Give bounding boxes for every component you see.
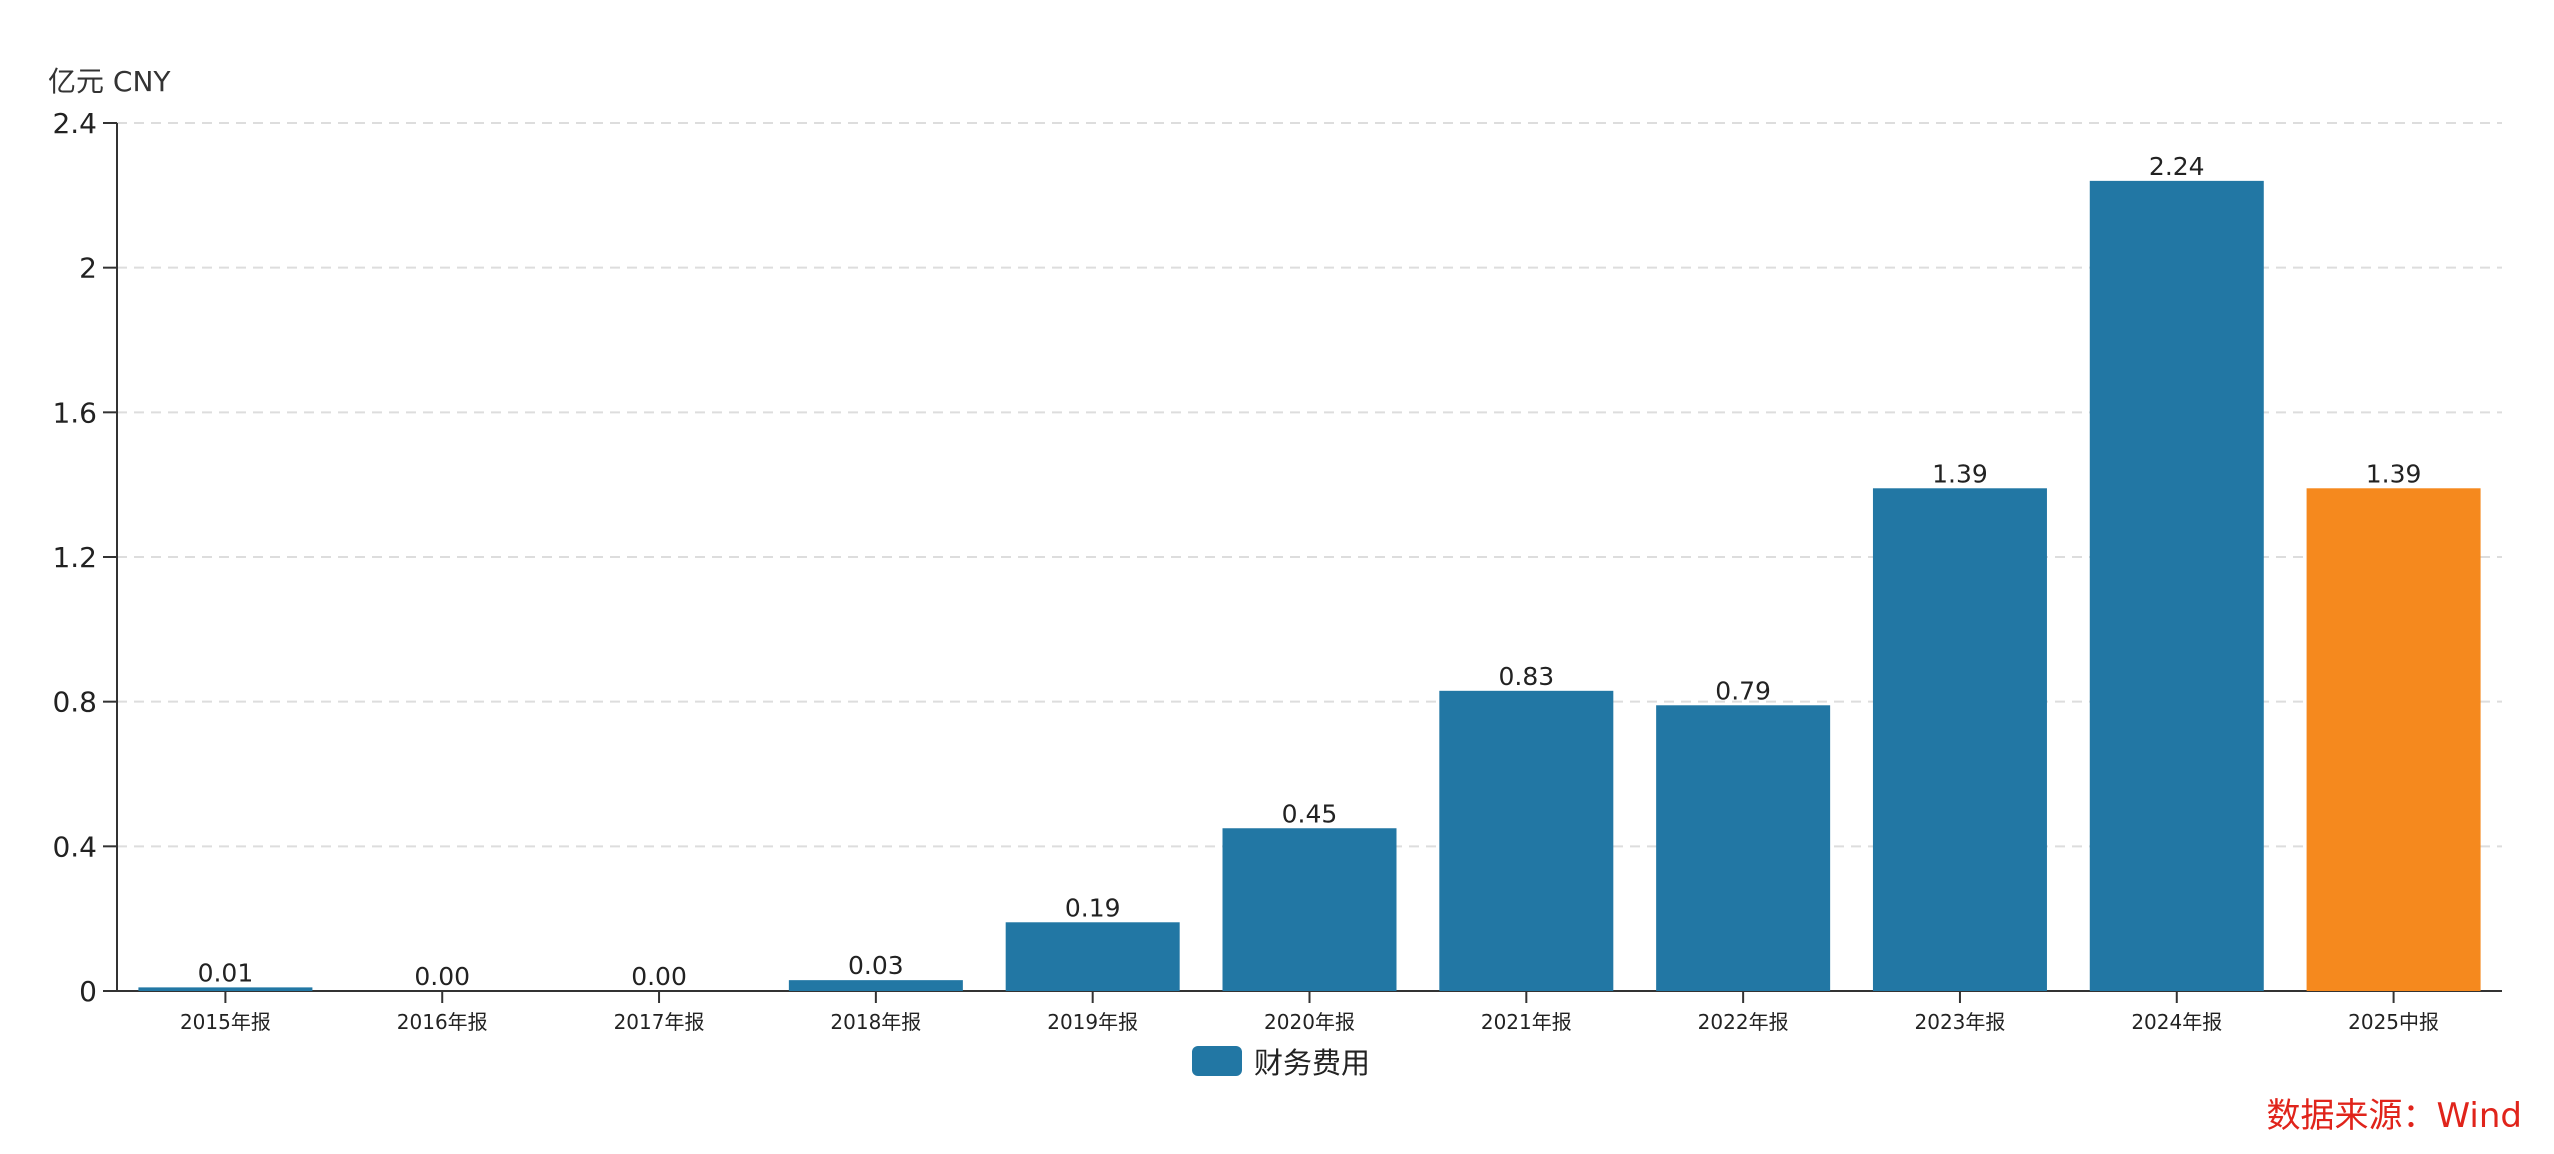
bar-value-label: 1.39 bbox=[1932, 459, 1988, 488]
y-tick-label: 2 bbox=[79, 252, 97, 285]
y-tick-label: 0 bbox=[79, 975, 97, 1008]
bar-value-label: 0.00 bbox=[631, 962, 687, 991]
legend: 财务费用 bbox=[1192, 1040, 1370, 1082]
y-tick-label: 0.4 bbox=[52, 830, 97, 863]
bar-value-label: 0.45 bbox=[1282, 799, 1338, 828]
y-tick-label: 2.4 bbox=[52, 107, 97, 140]
x-tick-label: 2022年报 bbox=[1698, 1010, 1789, 1034]
bar-value-label: 2.24 bbox=[2149, 152, 2205, 181]
bar bbox=[2306, 488, 2481, 991]
y-tick-label: 1.2 bbox=[52, 541, 97, 574]
bar-value-label: 0.83 bbox=[1498, 662, 1554, 691]
bar-value-label: 0.79 bbox=[1715, 676, 1771, 705]
data-source-note: 数据来源：Wind bbox=[2266, 1096, 2522, 1136]
bar bbox=[138, 987, 313, 991]
y-axis-unit-label: 亿元 CNY bbox=[48, 65, 171, 98]
x-tick-label: 2018年报 bbox=[830, 1010, 921, 1034]
bar-value-label: 1.39 bbox=[2366, 459, 2422, 488]
bar-value-label: 0.00 bbox=[414, 962, 470, 991]
x-tick-label: 2020年报 bbox=[1264, 1010, 1355, 1034]
y-tick-label: 0.8 bbox=[52, 686, 97, 719]
x-tick-label: 2021年报 bbox=[1481, 1010, 1572, 1034]
legend-label: 财务费用 bbox=[1254, 1046, 1371, 1080]
bar bbox=[1872, 488, 2047, 991]
x-tick-label: 2017年报 bbox=[614, 1010, 705, 1034]
bar-value-label: 0.01 bbox=[198, 958, 254, 987]
bar bbox=[1439, 690, 1614, 991]
bar-value-label: 0.03 bbox=[848, 951, 904, 980]
bar bbox=[1656, 705, 1831, 991]
bar bbox=[1222, 828, 1397, 991]
x-tick-label: 2019年报 bbox=[1047, 1010, 1138, 1034]
x-tick-label: 2015年报 bbox=[180, 1010, 271, 1034]
y-tick-label: 1.6 bbox=[52, 396, 97, 429]
x-tick-label: 2025中报 bbox=[2348, 1010, 2439, 1034]
bar bbox=[788, 980, 963, 991]
x-tick-label: 2024年报 bbox=[2131, 1010, 2222, 1034]
x-tick-label: 2016年报 bbox=[397, 1010, 488, 1034]
bar bbox=[1005, 922, 1180, 991]
x-tick-label: 2023年报 bbox=[1915, 1010, 2006, 1034]
bar-value-label: 0.19 bbox=[1065, 893, 1121, 922]
bar bbox=[2089, 180, 2264, 991]
legend-swatch bbox=[1192, 1046, 1242, 1076]
